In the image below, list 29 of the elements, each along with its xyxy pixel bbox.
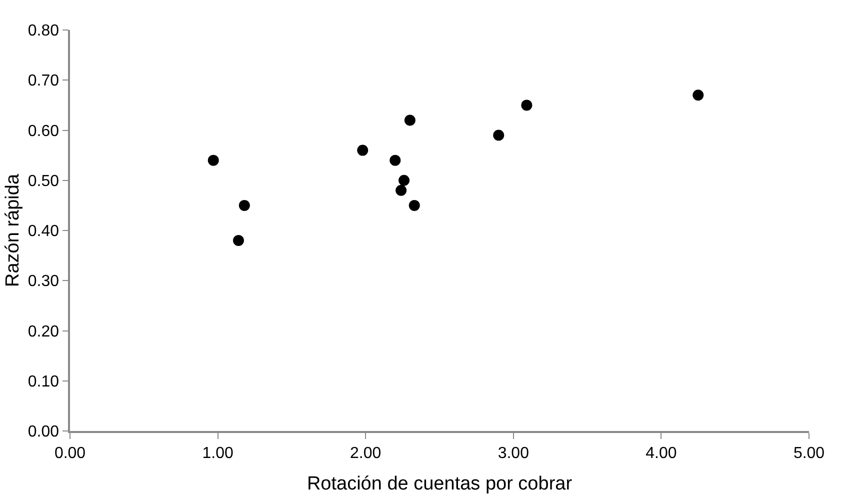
y-tick-label: 0.00 bbox=[28, 424, 60, 441]
y-tick-label: 0.50 bbox=[28, 172, 60, 190]
y-tick-label: 0.40 bbox=[28, 223, 60, 240]
y-tick-label: 0.10 bbox=[28, 373, 60, 390]
point bbox=[692, 90, 704, 101]
x-tick-label: 4.00 bbox=[646, 444, 677, 462]
y-tick-label: 0.70 bbox=[28, 72, 60, 90]
point bbox=[493, 130, 504, 141]
x-tick-label: 1.00 bbox=[202, 444, 234, 462]
point bbox=[390, 154, 401, 166]
point bbox=[408, 200, 420, 211]
point bbox=[238, 200, 250, 211]
y-tick-label: 0.60 bbox=[28, 122, 60, 140]
x-tick-label: 5.00 bbox=[793, 444, 825, 462]
y-axis-title: Razón rápida bbox=[2, 174, 24, 288]
point bbox=[357, 144, 368, 156]
y-tick-label: 0.20 bbox=[28, 323, 60, 340]
x-axis-title: Rotación de cuentas por cobrar bbox=[306, 473, 573, 494]
y-tick-label: 0.30 bbox=[28, 273, 60, 290]
x-tick-label: 3.00 bbox=[498, 444, 530, 462]
point bbox=[398, 174, 410, 186]
point bbox=[521, 100, 532, 111]
point bbox=[208, 154, 219, 166]
x-tick-label: 0.00 bbox=[54, 444, 86, 462]
point bbox=[404, 114, 416, 126]
y-tick-label: 0.80 bbox=[28, 22, 60, 40]
point bbox=[232, 235, 244, 246]
x-tick-label: 2.00 bbox=[350, 444, 382, 462]
point bbox=[396, 184, 407, 196]
